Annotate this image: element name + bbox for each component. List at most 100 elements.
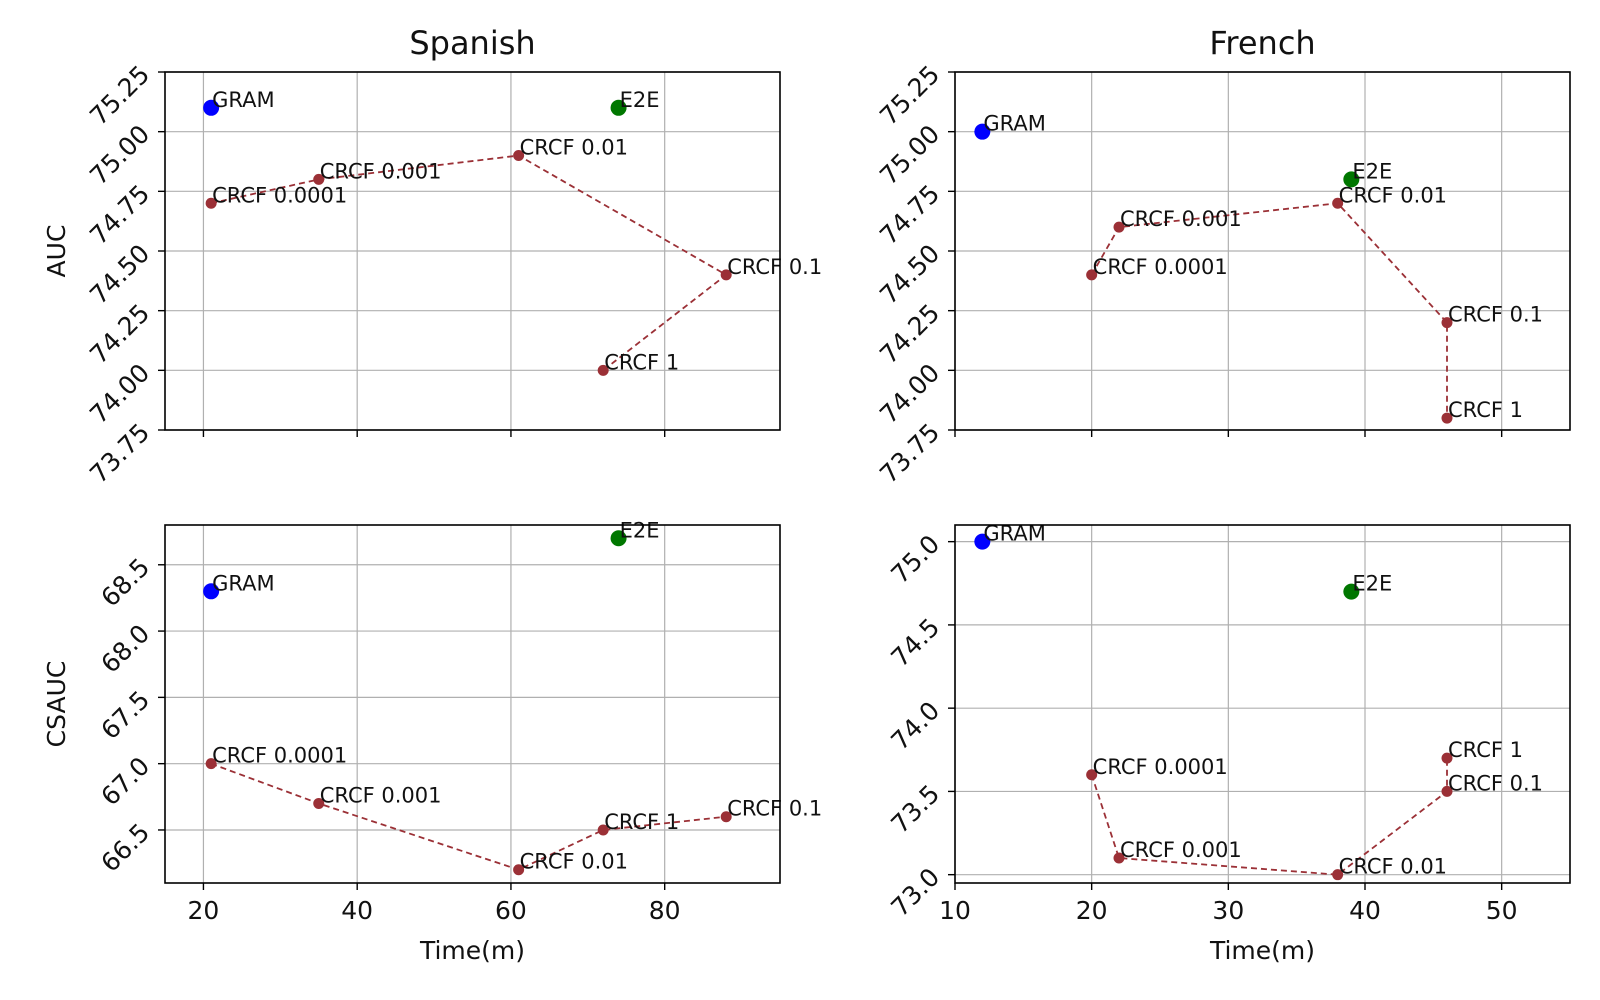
y-tick-label: 75.00 <box>84 119 155 190</box>
y-tick-label: 73.75 <box>84 418 155 489</box>
y-tick-label: 74.75 <box>874 179 945 250</box>
y-tick-label: 74.25 <box>874 298 945 369</box>
series-line <box>1090 758 1448 876</box>
data-point <box>1332 869 1344 881</box>
y-tick-label: 74.50 <box>84 239 155 310</box>
data-point <box>1441 317 1453 329</box>
y-tick-label: 75.0 <box>885 529 945 589</box>
data-point <box>1343 583 1360 600</box>
data-point-label: CRCF 1 <box>604 810 679 834</box>
data-point-label: GRAM <box>212 571 275 595</box>
y-tick-label: 75.25 <box>874 60 945 131</box>
data-point-label: CRCF 0.0001 <box>212 183 347 207</box>
data-point <box>203 583 220 600</box>
data-point-label: CRCF 0.01 <box>520 850 628 874</box>
data-point-label: CRCF 1 <box>604 350 679 374</box>
data-point-label: E2E <box>620 88 660 112</box>
x-tick-label: 40 <box>1349 896 1381 925</box>
data-point <box>1113 852 1125 864</box>
y-tick-label: 67.5 <box>95 685 155 745</box>
x-axis-label: Time(m) <box>419 936 525 965</box>
data-point-label: CRCF 0.1 <box>1448 771 1543 795</box>
data-point <box>313 797 325 809</box>
data-point <box>1441 412 1453 424</box>
data-point <box>205 197 217 209</box>
x-tick-label: 20 <box>188 896 220 925</box>
y-tick-label: 74.5 <box>885 613 945 673</box>
y-tick-label: 73.5 <box>885 779 945 839</box>
data-point-label: E2E <box>620 518 660 542</box>
x-tick-label: 80 <box>649 896 681 925</box>
plot-frame <box>954 524 1571 884</box>
data-point <box>1332 197 1344 209</box>
plot-frame <box>954 71 1571 431</box>
chart-title: French <box>1209 24 1315 62</box>
chart-title: Spanish <box>409 24 535 62</box>
plot-frame <box>164 524 781 884</box>
data-point <box>974 533 991 550</box>
y-tick-label: 74.75 <box>84 179 155 250</box>
data-point-label: CRCF 0.01 <box>1339 183 1447 207</box>
data-point <box>205 758 217 770</box>
data-point <box>610 530 627 547</box>
data-point-label: CRCF 0.1 <box>727 797 822 821</box>
y-tick-label: 68.5 <box>95 553 155 613</box>
chart-panel-3: 20 40 60 80 66.5 67.067.568.068.5 GRAM E2E CRCF … <box>42 518 822 965</box>
y-tick-label: 67.0 <box>95 751 155 811</box>
data-point <box>1086 769 1098 781</box>
data-point <box>1441 752 1453 764</box>
data-point <box>1086 269 1098 281</box>
data-point-label: CRCF 1 <box>1448 738 1523 762</box>
x-tick-label: 50 <box>1486 896 1518 925</box>
y-tick-label: 73.75 <box>874 418 945 489</box>
y-tick-label: 75.00 <box>874 119 945 190</box>
data-point-label: GRAM <box>212 88 275 112</box>
data-point-label: CRCF 0.1 <box>727 255 822 279</box>
y-tick-label: 75.25 <box>84 60 155 131</box>
data-point-label: CRCF 0.001 <box>1120 838 1242 862</box>
data-point <box>610 99 627 116</box>
y-tick-label: 68.0 <box>95 619 155 679</box>
x-tick-label: 40 <box>341 896 373 925</box>
data-point-label: CRCF 0.01 <box>520 136 628 160</box>
y-axis-label: CSAUC <box>42 661 71 748</box>
y-tick-label: 74.25 <box>84 298 155 369</box>
data-point-label: CRCF 0.01 <box>1339 855 1447 879</box>
y-tick-label: 74.0 <box>885 696 945 756</box>
y-tick-label: 66.5 <box>95 818 155 878</box>
data-point-label: CRCF 0.001 <box>320 159 442 183</box>
data-point <box>513 864 525 876</box>
data-point <box>1343 171 1360 188</box>
x-tick-label: 20 <box>1076 896 1108 925</box>
y-tick-label: 74.50 <box>874 239 945 310</box>
data-point-label: CRCF 0.0001 <box>1093 255 1228 279</box>
data-point <box>513 150 525 162</box>
data-point-label: E2E <box>1352 572 1392 596</box>
data-point-label: CRCF 0.001 <box>320 783 442 807</box>
data-point <box>313 173 325 185</box>
data-point <box>720 269 732 281</box>
data-point <box>720 811 732 823</box>
data-point <box>1441 785 1453 797</box>
x-tick-label: 60 <box>495 896 527 925</box>
data-point-label: E2E <box>1352 159 1392 183</box>
data-point-label: CRCF 0.1 <box>1448 303 1543 327</box>
data-point-label: CRCF 0.0001 <box>212 744 347 768</box>
x-tick-label: 30 <box>1212 896 1244 925</box>
y-axis-label: AUC <box>42 225 71 278</box>
y-tick-label: 74.00 <box>84 358 155 429</box>
data-point <box>597 824 609 836</box>
x-tick-label: 10 <box>939 896 971 925</box>
data-point-label: CRCF 0.0001 <box>1093 755 1228 779</box>
data-point <box>203 99 220 116</box>
data-point <box>1113 221 1125 233</box>
data-point <box>597 364 609 376</box>
data-point-label: CRCF 1 <box>1448 398 1523 422</box>
y-tick-label: 74.00 <box>874 358 945 429</box>
x-axis-label: Time(m) <box>1209 936 1315 965</box>
plot-frame <box>164 71 781 431</box>
